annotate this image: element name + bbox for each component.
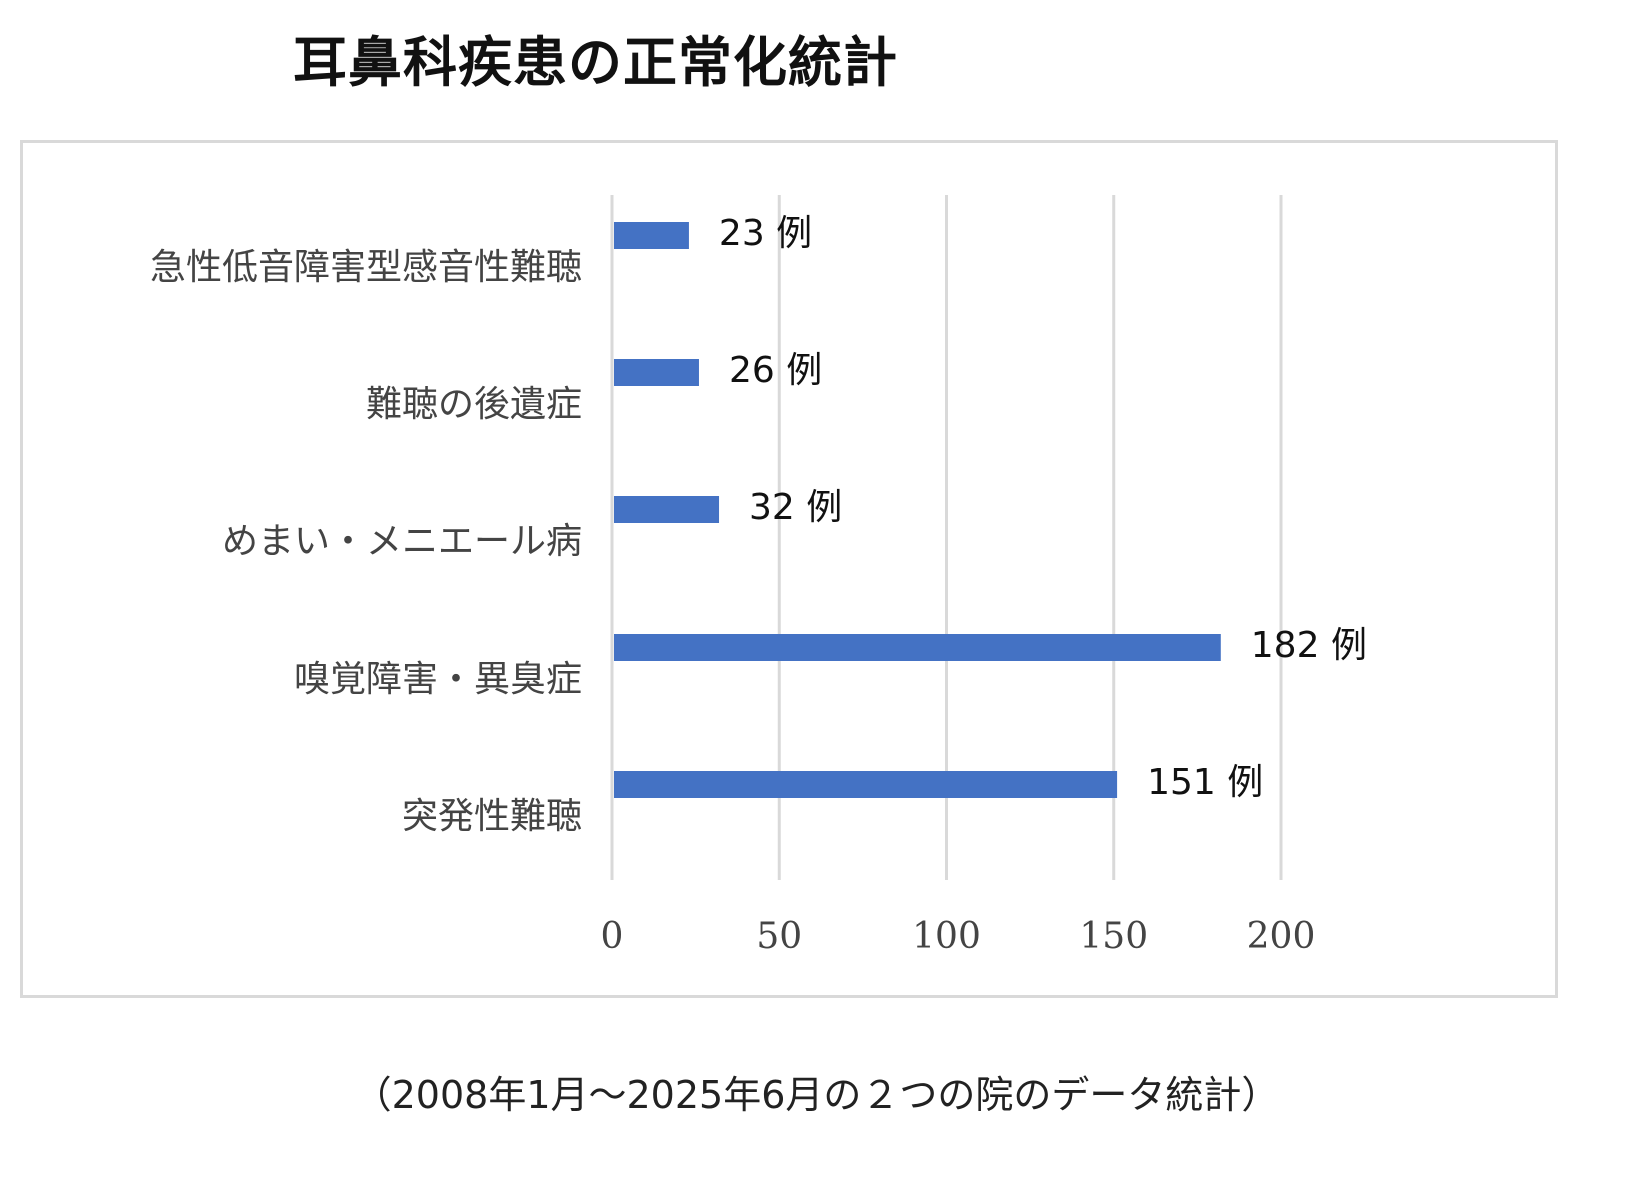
x-tick-label: 50: [756, 916, 802, 957]
bar: [614, 634, 1221, 661]
chart-frame: [20, 140, 1558, 998]
x-tick-label: 150: [1079, 916, 1148, 957]
x-tick-label: 100: [912, 916, 981, 957]
data-label: 23 例: [719, 213, 812, 254]
category-label: 嗅覚障害・異臭症: [294, 659, 582, 700]
category-label: 突発性難聴: [402, 796, 582, 837]
data-label: 151 例: [1147, 762, 1263, 803]
data-label: 26 例: [729, 350, 822, 391]
bar: [614, 359, 699, 386]
x-tick-label: 200: [1247, 916, 1316, 957]
category-label: 難聴の後遺症: [366, 384, 582, 425]
category-label: 急性低音障害型感音性難聴: [150, 247, 582, 288]
data-label: 32 例: [749, 487, 842, 528]
bar: [614, 222, 689, 249]
bar: [614, 496, 720, 523]
chart-title: 耳鼻科疾患の正常化統計: [293, 31, 898, 94]
category-label: めまい・メニエール病: [222, 521, 582, 562]
chart-footnote: （2008年1月〜2025年6月の２つの院のデータ統計）: [353, 1073, 1280, 1117]
data-label: 182 例: [1251, 625, 1367, 666]
x-tick-label: 0: [601, 916, 624, 957]
bar: [614, 771, 1118, 798]
